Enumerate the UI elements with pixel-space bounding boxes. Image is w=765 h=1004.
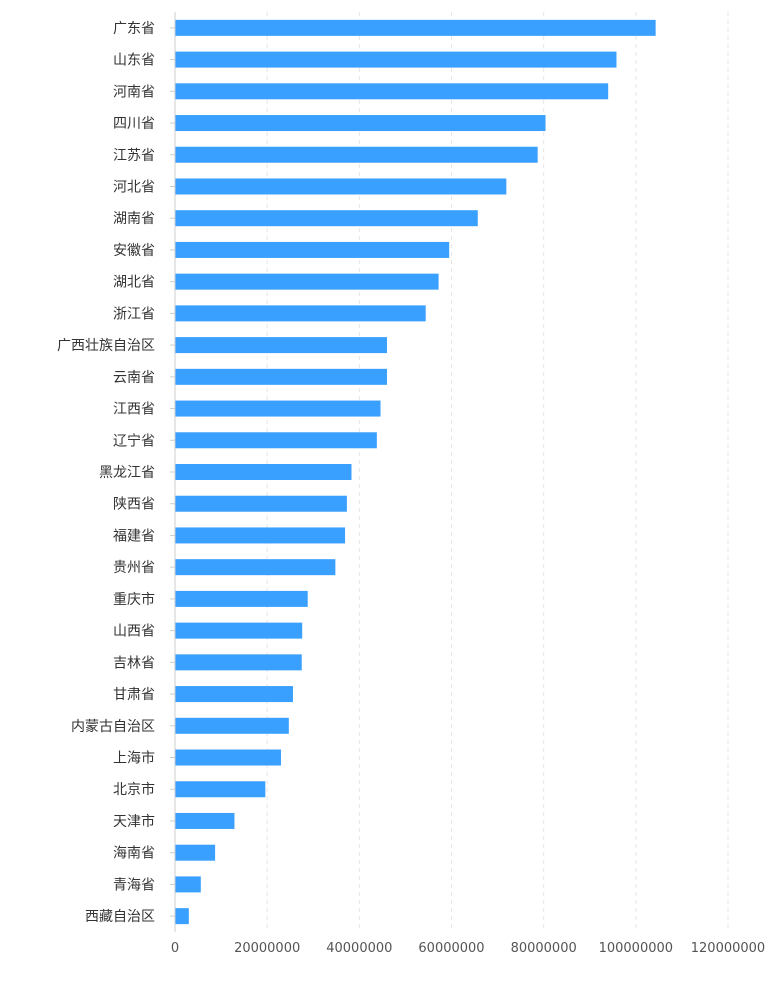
category-label: 西藏自治区	[85, 909, 155, 925]
category-label: 河南省	[113, 84, 155, 100]
x-tick-label: 60000000	[418, 941, 484, 956]
bar	[175, 876, 201, 893]
category-label: 山西省	[113, 624, 155, 640]
bar	[175, 305, 426, 322]
bar	[175, 812, 235, 829]
category-label: 福建省	[113, 528, 155, 544]
category-label: 内蒙古自治区	[71, 719, 155, 735]
bar	[175, 559, 336, 576]
category-label: 天津市	[113, 813, 155, 830]
bar	[175, 337, 387, 354]
bar	[175, 432, 377, 449]
x-tick-label: 100000000	[599, 941, 673, 956]
category-label: 重庆市	[113, 591, 155, 608]
category-label: 安徽省	[113, 243, 155, 259]
bar	[175, 400, 381, 417]
x-tick-label: 40000000	[326, 941, 392, 956]
bar	[175, 495, 347, 512]
category-label: 甘肃省	[113, 687, 155, 703]
category-label: 浙江省	[113, 306, 155, 322]
category-label: 湖北省	[113, 275, 155, 291]
bars	[175, 19, 656, 925]
category-label: 江西省	[113, 402, 155, 418]
bar	[175, 749, 281, 766]
category-label: 广东省	[113, 21, 155, 37]
grid-lines	[266, 12, 729, 932]
category-label: 河北省	[113, 179, 155, 195]
bar	[175, 590, 308, 607]
category-label: 青海省	[113, 877, 155, 893]
bar	[175, 464, 352, 480]
category-label: 吉林省	[113, 655, 155, 671]
bar	[175, 51, 617, 68]
y-axis: 广东省山东省河南省四川省江苏省河北省湖南省安徽省湖北省浙江省广西壮族自治区云南省…	[57, 12, 176, 932]
category-label: 辽宁省	[113, 432, 155, 449]
category-label: 北京市	[113, 781, 155, 798]
bar	[175, 210, 478, 227]
category-label: 陕西省	[113, 497, 155, 513]
category-label: 云南省	[113, 370, 155, 386]
bar	[175, 19, 656, 36]
category-label: 黑龙江省	[99, 465, 155, 481]
x-tick-label: 0	[171, 941, 179, 956]
bar	[175, 368, 387, 385]
bar	[175, 115, 546, 132]
bar	[175, 781, 266, 798]
bar	[175, 146, 538, 163]
bar	[175, 273, 439, 290]
category-label: 四川省	[113, 116, 155, 132]
bar	[175, 527, 346, 544]
bar	[175, 908, 189, 925]
category-label: 广西壮族自治区	[57, 338, 155, 354]
category-label: 贵州省	[113, 560, 155, 576]
x-tick-label: 120000000	[691, 941, 765, 956]
bar	[175, 717, 289, 734]
category-label: 江苏省	[113, 148, 155, 164]
bar	[175, 241, 450, 258]
category-label: 上海市	[113, 750, 155, 767]
bar	[175, 844, 216, 861]
bar	[175, 83, 609, 100]
bar	[175, 178, 507, 195]
bar	[175, 686, 293, 703]
bar	[175, 622, 303, 639]
x-axis: 0 20000000 40000000 60000000 80000000 1000000…	[171, 941, 765, 956]
x-tick-label: 20000000	[234, 941, 300, 956]
category-label: 山东省	[113, 53, 155, 69]
category-label: 湖南省	[113, 211, 155, 227]
x-tick-label: 80000000	[511, 941, 577, 956]
category-label: 海南省	[113, 846, 155, 862]
bar	[175, 654, 302, 671]
